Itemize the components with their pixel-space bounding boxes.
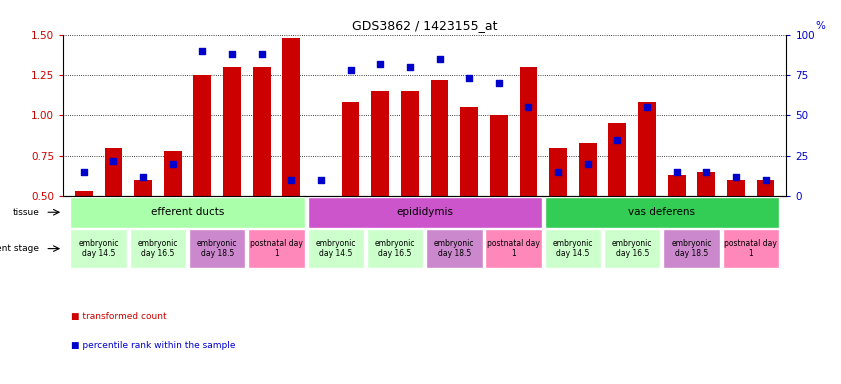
Point — [315, 177, 328, 183]
Point — [284, 177, 298, 183]
Bar — [372, 91, 389, 196]
Bar — [757, 180, 775, 196]
Point — [373, 61, 387, 67]
Bar — [426, 229, 483, 268]
Bar — [75, 191, 93, 196]
Bar — [104, 147, 122, 196]
Text: %: % — [815, 22, 825, 31]
Point — [107, 157, 120, 164]
Point — [403, 64, 416, 70]
Point — [759, 177, 772, 183]
Text: epididymis: epididymis — [396, 207, 453, 217]
Text: postnatal day
1: postnatal day 1 — [724, 239, 777, 258]
Text: vas deferens: vas deferens — [628, 207, 696, 217]
Point — [640, 104, 653, 110]
Point — [166, 161, 179, 167]
Bar — [189, 229, 246, 268]
Bar — [727, 180, 745, 196]
Bar — [520, 67, 537, 196]
Point — [196, 48, 209, 54]
Point — [552, 169, 565, 175]
Bar — [664, 229, 720, 268]
Point — [225, 51, 239, 57]
Point — [463, 75, 476, 81]
Bar — [135, 180, 152, 196]
Bar — [545, 197, 779, 228]
Bar — [193, 75, 211, 196]
Bar — [130, 229, 186, 268]
Point — [670, 169, 684, 175]
Bar — [71, 229, 127, 268]
Point — [136, 174, 150, 180]
Bar — [604, 229, 660, 268]
Bar — [490, 115, 508, 196]
Point — [729, 174, 743, 180]
Text: ■ percentile rank within the sample: ■ percentile rank within the sample — [71, 341, 236, 350]
Point — [492, 80, 505, 86]
Bar — [308, 197, 542, 228]
Bar — [460, 107, 478, 196]
Point — [344, 67, 357, 73]
Bar — [431, 80, 448, 196]
Bar — [545, 229, 601, 268]
Text: embryonic
day 14.5: embryonic day 14.5 — [315, 239, 356, 258]
Text: embryonic
day 16.5: embryonic day 16.5 — [375, 239, 415, 258]
Bar — [609, 123, 627, 196]
Bar — [485, 229, 542, 268]
Text: embryonic
day 14.5: embryonic day 14.5 — [553, 239, 593, 258]
Title: GDS3862 / 1423155_at: GDS3862 / 1423155_at — [352, 19, 498, 32]
Point — [521, 104, 535, 110]
Bar — [308, 229, 364, 268]
Point — [433, 56, 447, 62]
Text: development stage: development stage — [0, 244, 40, 253]
Text: postnatal day
1: postnatal day 1 — [250, 239, 303, 258]
Bar — [223, 67, 241, 196]
Bar — [164, 151, 182, 196]
Text: tissue: tissue — [13, 208, 40, 217]
Bar — [341, 103, 359, 196]
Bar — [638, 103, 656, 196]
Text: ■ transformed count: ■ transformed count — [71, 312, 167, 321]
Bar — [697, 172, 715, 196]
Point — [77, 169, 91, 175]
Text: embryonic
day 18.5: embryonic day 18.5 — [671, 239, 711, 258]
Point — [700, 169, 713, 175]
Bar — [668, 175, 685, 196]
Bar — [722, 229, 779, 268]
Bar — [401, 91, 419, 196]
Bar — [579, 143, 596, 196]
Text: embryonic
day 16.5: embryonic day 16.5 — [138, 239, 178, 258]
Point — [581, 161, 595, 167]
Bar — [283, 38, 300, 196]
Text: postnatal day
1: postnatal day 1 — [487, 239, 540, 258]
Text: embryonic
day 16.5: embryonic day 16.5 — [612, 239, 653, 258]
Bar — [248, 229, 304, 268]
Text: embryonic
day 14.5: embryonic day 14.5 — [78, 239, 119, 258]
Point — [611, 136, 624, 142]
Bar — [71, 197, 304, 228]
Bar — [549, 147, 567, 196]
Text: embryonic
day 18.5: embryonic day 18.5 — [197, 239, 237, 258]
Bar — [367, 229, 423, 268]
Bar — [253, 67, 271, 196]
Point — [255, 51, 268, 57]
Text: embryonic
day 18.5: embryonic day 18.5 — [434, 239, 474, 258]
Text: efferent ducts: efferent ducts — [151, 207, 225, 217]
